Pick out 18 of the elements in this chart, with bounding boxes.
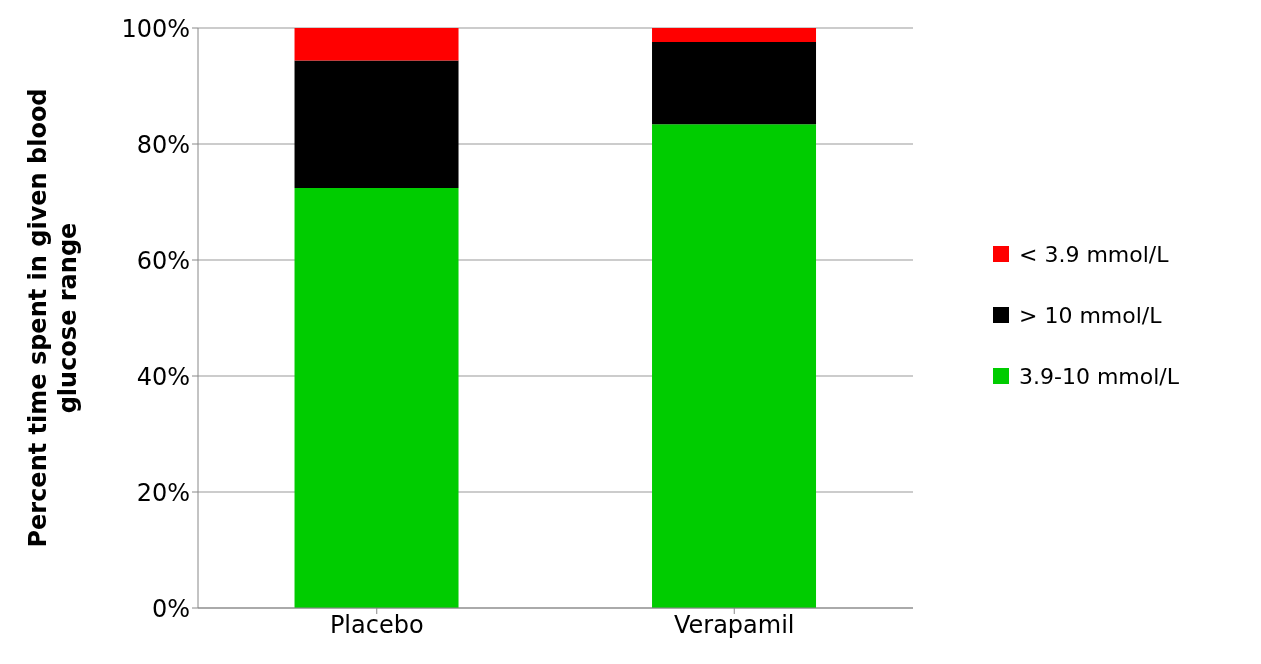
bar	[652, 41, 817, 125]
bar	[294, 60, 459, 189]
y-tick-label: 100%	[121, 14, 190, 43]
y-tick-label: 40%	[136, 362, 190, 391]
bar	[652, 124, 817, 608]
x-tick-label: Verapamil	[673, 611, 795, 640]
bar	[294, 188, 459, 608]
legend-label: 3.9-10 mmol/L	[1019, 363, 1180, 389]
legend-label: < 3.9 mmol/L	[1019, 241, 1169, 267]
x-tick-label: Placebo	[329, 611, 424, 640]
y-tick-label: 0%	[151, 594, 190, 623]
y-tick-label: 60%	[136, 246, 190, 275]
legend-label: > 10 mmol/L	[1019, 302, 1162, 328]
y-tick-label: 20%	[136, 478, 190, 507]
bar	[652, 28, 817, 42]
y-axis-title: Percent time spent in given blood glucose range	[24, 88, 82, 548]
bar	[294, 28, 459, 61]
y-tick-label: 80%	[136, 130, 190, 159]
